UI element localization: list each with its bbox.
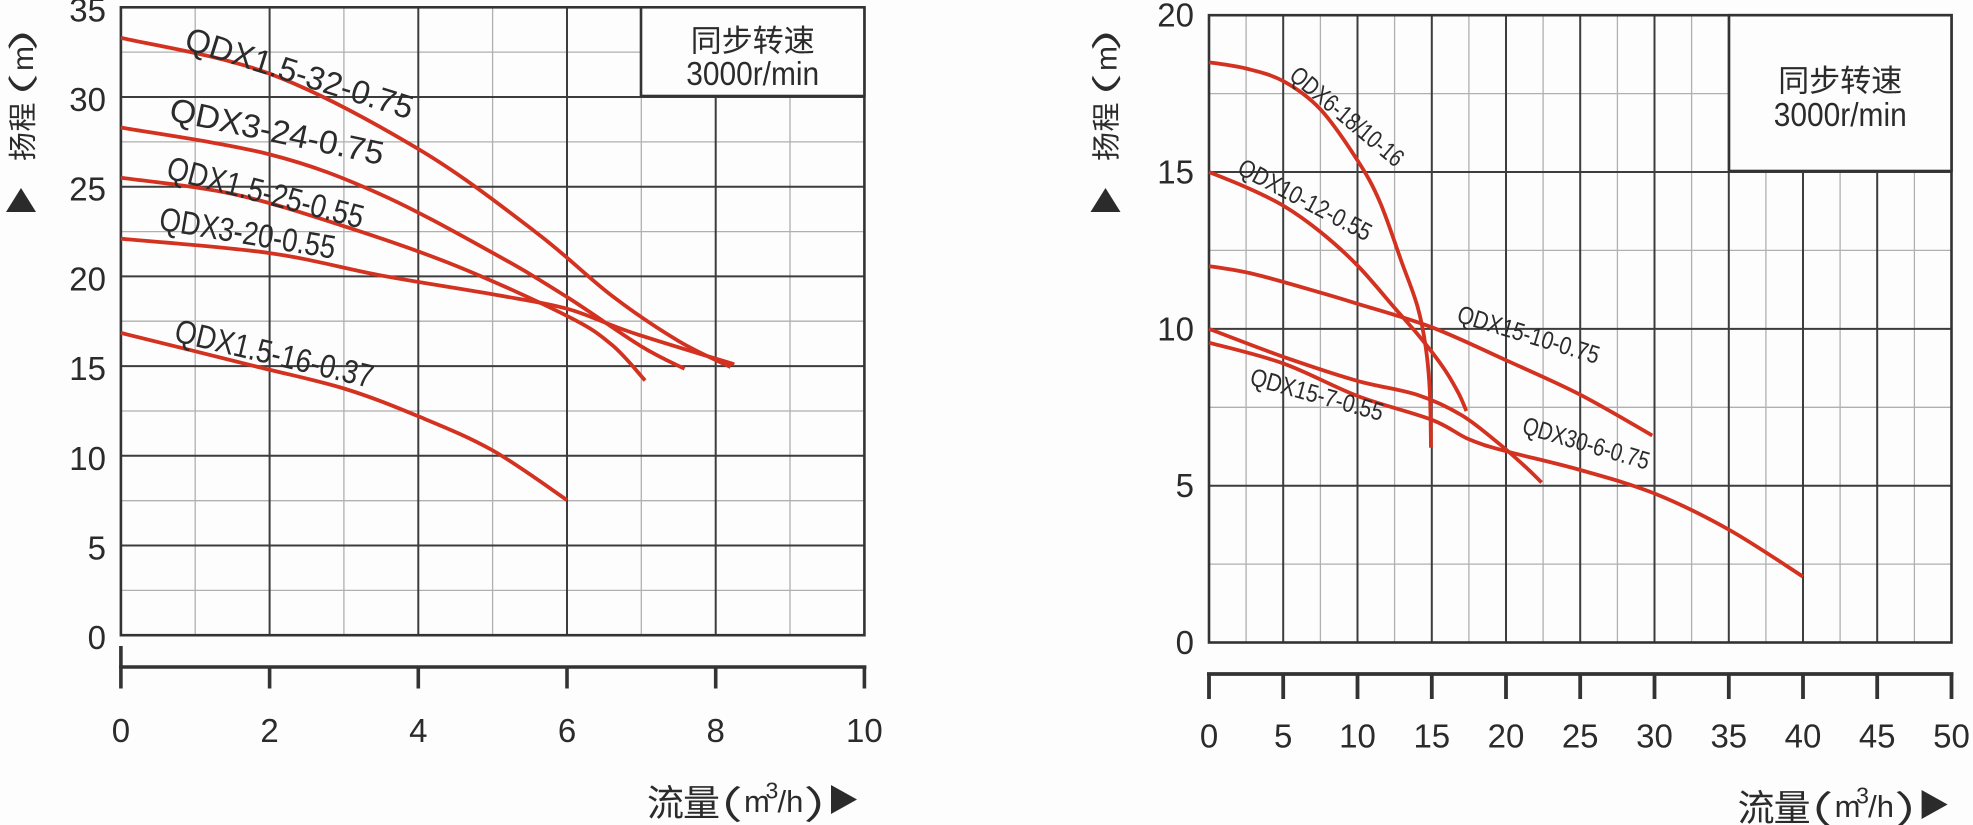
svg-text:3000r/min: 3000r/min: [1774, 96, 1907, 133]
svg-text:10: 10: [1157, 310, 1194, 347]
svg-text:20: 20: [1157, 0, 1194, 34]
svg-text:m: m: [1091, 46, 1124, 71]
svg-text:8: 8: [707, 712, 725, 749]
svg-text:30: 30: [69, 81, 106, 118]
svg-text:m: m: [744, 784, 770, 819]
svg-text:15: 15: [1157, 154, 1194, 191]
svg-text:20: 20: [1488, 718, 1525, 755]
svg-text:5: 5: [1274, 718, 1292, 755]
svg-text:4: 4: [409, 712, 427, 749]
svg-text:10: 10: [1339, 718, 1376, 755]
svg-text:0: 0: [88, 619, 106, 656]
svg-text:5: 5: [1176, 467, 1194, 504]
svg-text:3: 3: [766, 778, 779, 804]
svg-text:3: 3: [1856, 783, 1869, 809]
svg-text:3000r/min: 3000r/min: [686, 55, 819, 92]
svg-text:15: 15: [1413, 718, 1450, 755]
svg-text:45: 45: [1859, 718, 1896, 755]
svg-text:30: 30: [1636, 718, 1673, 755]
svg-text:0: 0: [1176, 624, 1194, 661]
svg-text:6: 6: [558, 712, 576, 749]
svg-text:5: 5: [88, 530, 106, 567]
svg-text:15: 15: [69, 350, 106, 387]
svg-text:35: 35: [69, 0, 106, 28]
svg-text:m: m: [7, 46, 40, 71]
svg-text:25: 25: [69, 171, 106, 208]
svg-text:/h: /h: [778, 784, 804, 819]
svg-text:25: 25: [1562, 718, 1599, 755]
svg-text:50: 50: [1933, 718, 1970, 755]
svg-text:10: 10: [69, 440, 106, 477]
svg-text:0: 0: [1200, 718, 1218, 755]
svg-text:20: 20: [69, 260, 106, 297]
svg-text:40: 40: [1785, 718, 1822, 755]
svg-text:2: 2: [260, 712, 278, 749]
svg-text:0: 0: [112, 712, 130, 749]
svg-text:35: 35: [1710, 718, 1747, 755]
svg-text:/h: /h: [1868, 789, 1894, 824]
svg-text:m: m: [1835, 789, 1861, 824]
svg-text:10: 10: [846, 712, 883, 749]
